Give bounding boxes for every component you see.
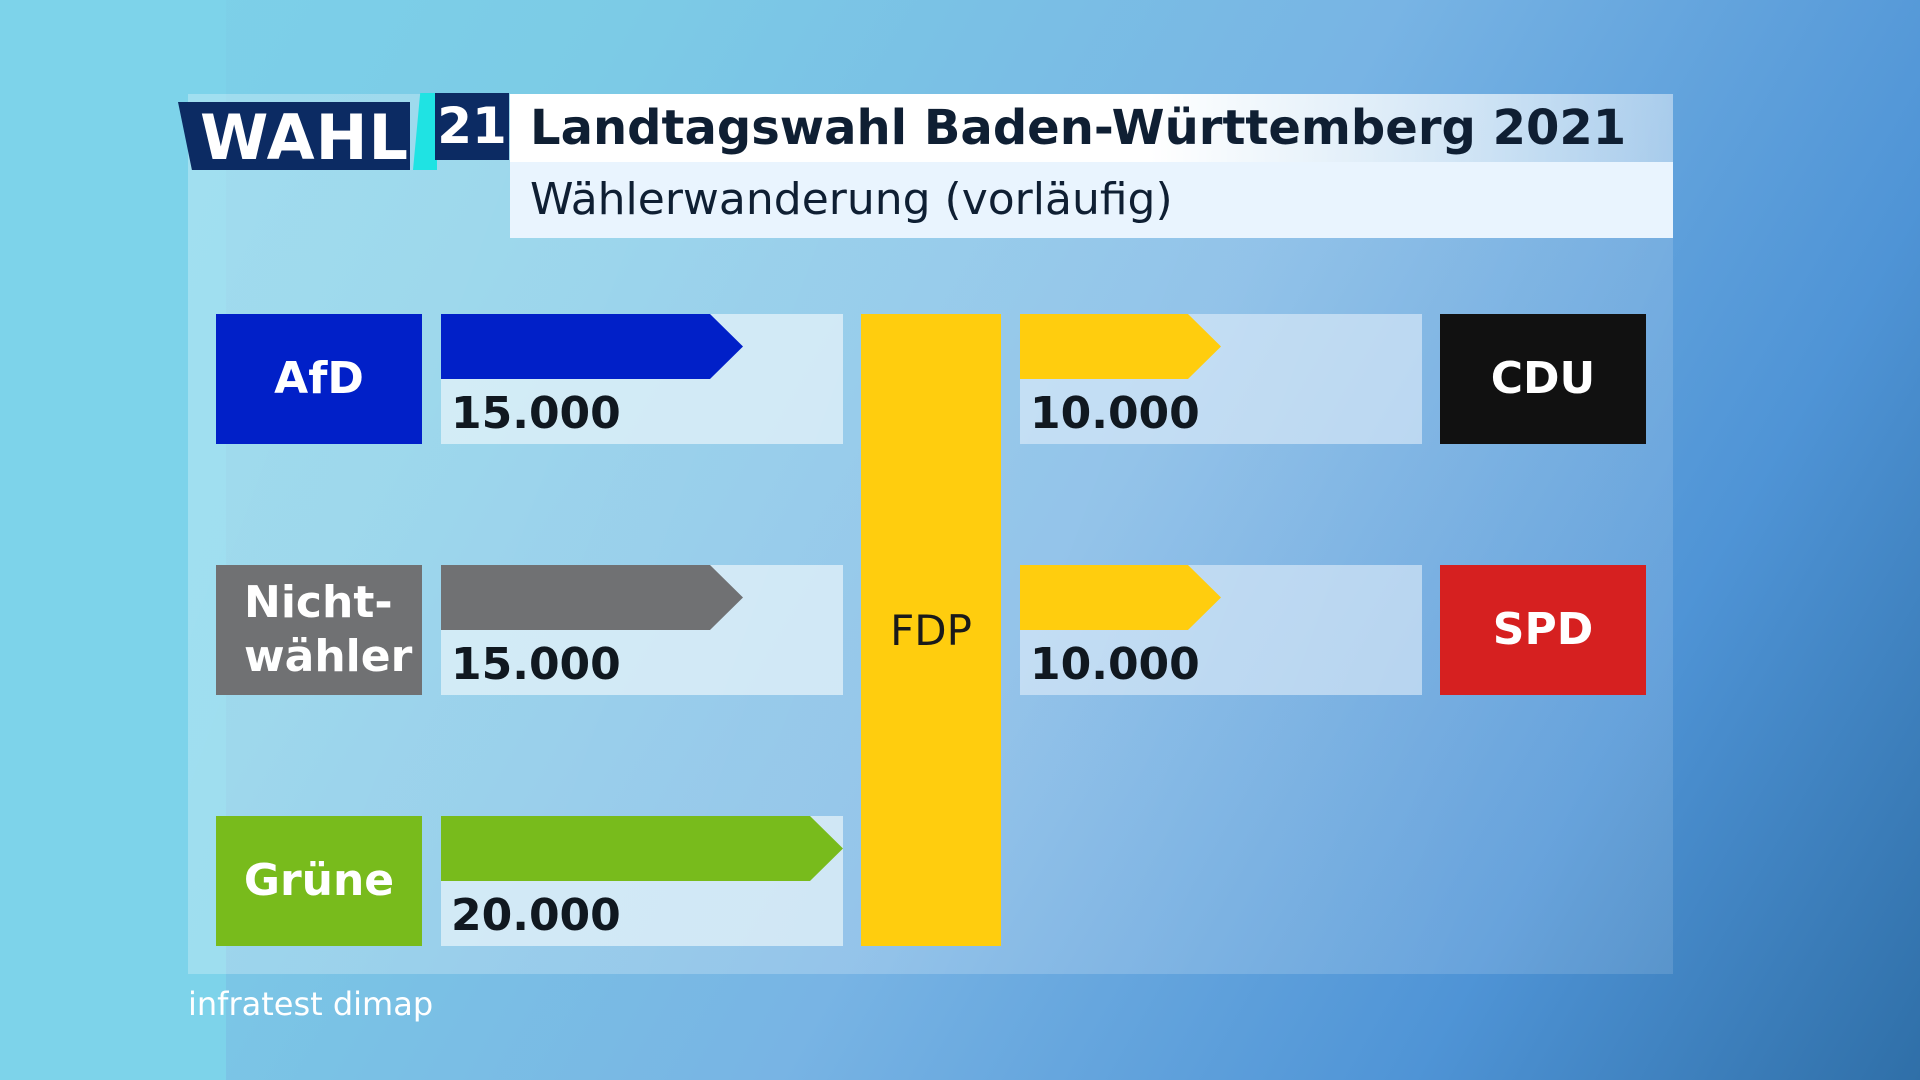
flow-track-gruene: 20.000 <box>441 816 843 946</box>
flow-value-nichtwaehler: 15.000 <box>451 639 621 690</box>
title-bar: Landtagswahl Baden-Württemberg 2021 <box>510 94 1673 162</box>
flow-arrow-gruene <box>441 816 843 881</box>
party-box-spd: SPD <box>1440 565 1646 695</box>
wahl-logo: WAHL <box>178 102 410 170</box>
party-box-nichtwaehler: Nicht- wähler <box>216 565 422 695</box>
background-left-band <box>0 0 226 1080</box>
party-box-gruene: Grüne <box>216 816 422 946</box>
flow-value-cdu: 10.000 <box>1030 388 1200 439</box>
source-credit: infratest dimap <box>188 985 434 1023</box>
chart-subtitle: Wählerwanderung (vorläufig) <box>530 174 1173 225</box>
wahl-logo-text: WAHL <box>200 101 409 174</box>
flow-value-spd: 10.000 <box>1030 639 1200 690</box>
party-box-cdu: CDU <box>1440 314 1646 444</box>
flow-arrow-cdu <box>1020 314 1221 379</box>
flow-value-gruene: 20.000 <box>451 890 621 941</box>
wahl-logo-number: 21 <box>435 93 509 160</box>
flow-track-cdu: 10.000 <box>1020 314 1422 444</box>
subtitle-bar: Wählerwanderung (vorläufig) <box>510 162 1673 238</box>
flow-arrow-afd <box>441 314 743 379</box>
flow-track-nichtwaehler: 15.000 <box>441 565 843 695</box>
party-box-afd: AfD <box>216 314 422 444</box>
flow-value-afd: 15.000 <box>451 388 621 439</box>
flow-arrow-nichtwaehler <box>441 565 743 630</box>
party-box-fdp: FDP <box>861 314 1001 946</box>
chart-title: Landtagswahl Baden-Württemberg 2021 <box>530 100 1627 156</box>
flow-track-spd: 10.000 <box>1020 565 1422 695</box>
flow-arrow-spd <box>1020 565 1221 630</box>
flow-track-afd: 15.000 <box>441 314 843 444</box>
